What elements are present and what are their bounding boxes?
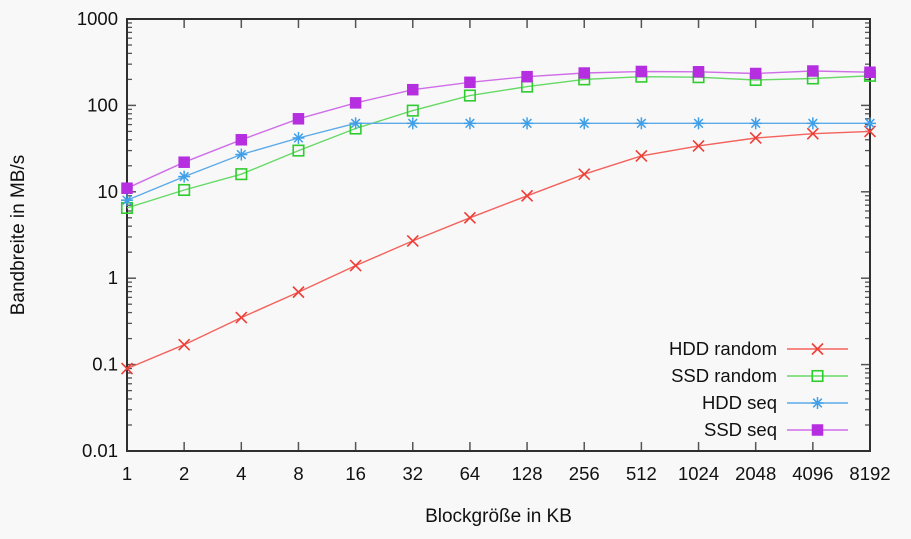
series-marker-ssd-seq	[407, 83, 419, 96]
legend-label-ssd-seq: SSD seq	[704, 419, 777, 440]
series-marker-hdd-random	[235, 311, 248, 324]
series-marker-ssd-seq	[349, 97, 362, 109]
x-tick-label: 512	[626, 463, 657, 484]
series-marker-hdd-random	[178, 338, 191, 351]
series-marker-ssd-seq	[235, 134, 248, 146]
y-tick-label: 1000	[77, 8, 118, 29]
x-axis-title: Blockgröße in KB	[425, 506, 572, 527]
x-tick-label: 4	[236, 463, 246, 484]
series-marker-ssd-seq	[578, 67, 590, 79]
series-marker-hdd-random	[120, 362, 134, 375]
series-marker-hdd-seq	[693, 118, 704, 129]
series-marker-ssd-seq	[121, 182, 133, 194]
series-line-ssd-random	[126, 75, 871, 209]
series-marker-hdd-seq	[636, 118, 647, 129]
series-marker-ssd-seq	[521, 70, 533, 83]
x-tick-label: 4096	[792, 463, 833, 484]
series-marker-hdd-seq	[293, 133, 304, 143]
x-tick-label: 32	[402, 463, 423, 484]
x-tick-label: 128	[512, 463, 543, 484]
series-marker-hdd-seq	[522, 118, 532, 129]
x-tick-label: 16	[345, 463, 366, 484]
y-tick-label: 0.1	[92, 354, 118, 375]
x-tick-label: 1024	[678, 463, 719, 484]
series-marker-ssd-seq	[864, 66, 876, 78]
x-tick-label: 8192	[849, 463, 890, 484]
series-marker-ssd-seq	[635, 65, 648, 78]
series-line-hdd-seq	[126, 122, 870, 201]
series-marker-hdd-random	[349, 259, 362, 272]
y-axis-title: Bandbreite in MB/s	[8, 155, 29, 316]
series-marker-hdd-seq	[465, 118, 475, 129]
plot-border	[126, 18, 871, 452]
legend-label-ssd-random: SSD random	[671, 365, 777, 386]
series-marker-hdd-random	[292, 286, 305, 299]
legend-label-hdd-seq: HDD seq	[702, 392, 777, 413]
x-tick-label: 256	[569, 463, 600, 484]
series-marker-ssd-random	[178, 183, 191, 197]
series-marker-ssd-seq	[749, 67, 762, 80]
legend-marker-ssd-random	[811, 369, 824, 383]
y-tick-label: 0.01	[82, 440, 118, 461]
y-tick-label: 100	[87, 94, 118, 115]
legend-marker-hdd-random	[811, 342, 824, 356]
series-marker-hdd-random	[578, 168, 591, 181]
series-marker-hdd-random	[749, 131, 762, 145]
legend-label-hdd-random: HDD random	[669, 338, 777, 359]
legend-marker-hdd-seq	[812, 398, 823, 408]
series-marker-ssd-seq	[292, 113, 305, 125]
series-marker-ssd-random	[235, 168, 248, 181]
x-tick-label: 2	[179, 463, 189, 484]
series-marker-hdd-random	[635, 149, 648, 163]
series-marker-ssd-random	[463, 89, 476, 102]
legend-marker-ssd-seq	[811, 424, 824, 436]
series-marker-hdd-seq	[179, 171, 189, 182]
series-marker-hdd-seq	[579, 118, 590, 129]
series-marker-hdd-random	[406, 234, 419, 247]
series-marker-ssd-seq	[464, 76, 476, 89]
series-line-ssd-seq	[126, 70, 871, 189]
x-tick-label: 8	[293, 463, 303, 484]
series-marker-hdd-random	[463, 211, 476, 224]
series-marker-ssd-seq	[692, 66, 705, 78]
y-tick-label: 10	[97, 181, 118, 202]
y-tick-label: 1	[108, 267, 118, 288]
series-marker-hdd-seq	[122, 195, 132, 206]
series-marker-hdd-random	[521, 189, 534, 202]
x-tick-label: 1	[122, 463, 132, 484]
series-marker-ssd-random	[406, 104, 419, 117]
series-marker-hdd-seq	[407, 118, 418, 129]
series-line-hdd-random	[126, 130, 871, 370]
series-marker-hdd-seq	[808, 118, 818, 129]
series-marker-hdd-random	[692, 139, 705, 152]
series-marker-ssd-random	[292, 144, 305, 157]
x-tick-label: 64	[460, 463, 481, 484]
x-tick-label: 2048	[735, 463, 776, 484]
series-marker-hdd-seq	[350, 118, 361, 129]
series-marker-hdd-seq	[236, 149, 247, 160]
series-marker-hdd-seq	[865, 118, 875, 129]
series-marker-ssd-seq	[807, 65, 819, 77]
series-marker-ssd-seq	[178, 156, 190, 168]
series-marker-hdd-random	[806, 127, 819, 140]
series-marker-hdd-seq	[750, 118, 761, 129]
